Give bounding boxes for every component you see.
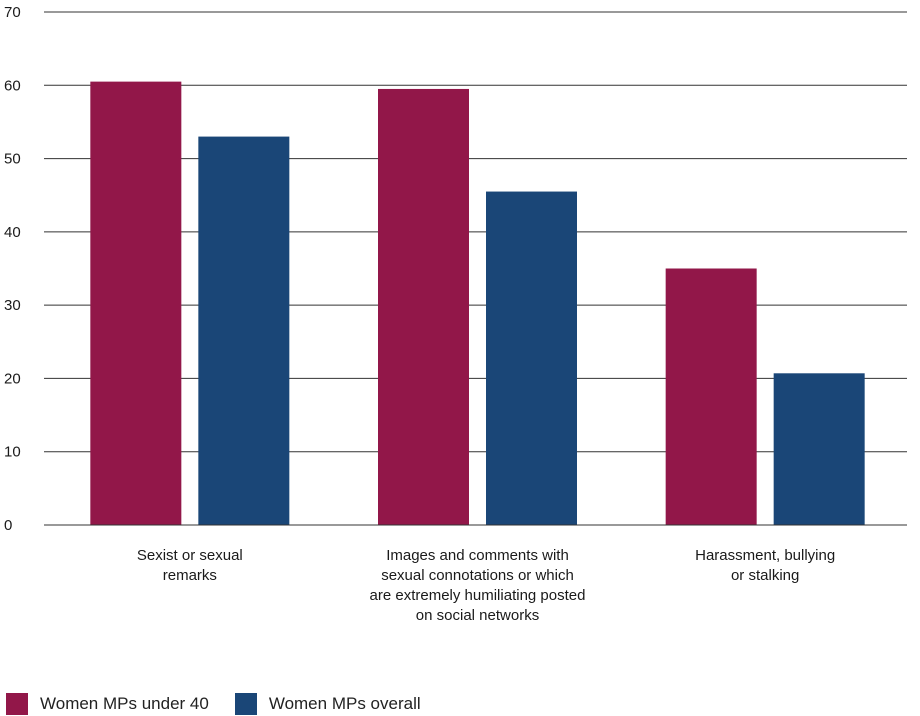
legend-item-overall: Women MPs overall (234, 693, 421, 715)
bar (378, 88, 469, 525)
y-tick-label: 70 (4, 4, 21, 21)
x-category-label: Images and comments with sexual connotati… (370, 547, 586, 624)
bar (486, 191, 577, 526)
y-tick-label: 0 (4, 517, 12, 534)
x-category-label: Sexist or sexual remarks (137, 547, 243, 584)
y-tick-label: 30 (4, 297, 21, 314)
y-tick-label: 20 (4, 370, 21, 387)
gridlines (44, 11, 907, 453)
bar (665, 268, 757, 525)
bars (90, 81, 865, 526)
legend-swatch (234, 693, 257, 715)
bar (90, 81, 182, 525)
bar (198, 136, 290, 526)
legend-swatch (6, 693, 28, 715)
x-axis-category-labels: Sexist or sexual remarks Images and commen… (137, 547, 835, 624)
legend-item-under-40: Women MPs under 40 (6, 693, 209, 715)
y-tick-label: 60 (4, 77, 21, 94)
bar-chart: 0 10 20 30 40 50 60 70 Sexist or sexual remarks I… (4, 4, 907, 624)
y-tick-label: 40 (4, 224, 21, 241)
y-tick-label: 50 (4, 151, 21, 168)
y-axis-ticks: 0 10 20 30 40 50 60 70 (4, 4, 21, 534)
bar (773, 373, 865, 525)
y-tick-label: 10 (4, 444, 21, 461)
x-category-label: Harassment, bullying or stalking (695, 547, 835, 584)
legend-label: Women MPs overall (268, 694, 421, 713)
legend-label: Women MPs under 40 (40, 694, 209, 713)
legend: Women MPs under 40 Women MPs overall (6, 693, 447, 715)
